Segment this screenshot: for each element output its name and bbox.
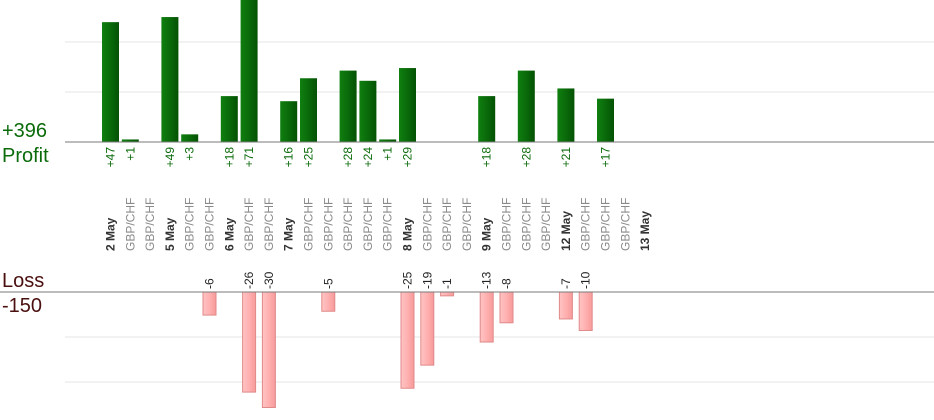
loss-bar (242, 291, 257, 393)
profit-bar (359, 80, 377, 142)
loss-bar (578, 291, 593, 331)
loss-bar (440, 291, 455, 297)
profit-value-label: +28 (341, 147, 355, 168)
loss-label: Loss (2, 270, 45, 292)
profit-bar (379, 139, 397, 142)
profit-value-label: +25 (302, 147, 316, 168)
pair-label: GBP/CHF (341, 198, 355, 251)
pair-label: GBP/CHF (519, 198, 533, 251)
pair-label: GBP/CHF (460, 198, 474, 251)
profit-bar (517, 70, 535, 142)
loss-total: -150 (2, 295, 43, 317)
loss-bar (420, 291, 435, 366)
profit-value-label: +18 (222, 147, 236, 168)
date-label: 5 May (163, 217, 177, 251)
loss-value-label: -6 (203, 278, 217, 289)
pair-label: GBP/CHF (420, 198, 434, 251)
profit-bar (478, 96, 496, 142)
profit-bar (557, 88, 575, 142)
profit-bar (161, 17, 179, 142)
profit-label: Profit (2, 145, 49, 167)
pair-label: GBP/CHF (539, 198, 553, 251)
loss-value-label: -8 (500, 278, 514, 289)
pair-label: GBP/CHF (203, 198, 217, 251)
pair-label: GBP/CHF (361, 198, 375, 251)
loss-bar (202, 291, 217, 316)
loss-value-label: -1 (440, 278, 454, 289)
profit-value-label: +28 (519, 147, 533, 168)
loss-bar (558, 291, 573, 320)
profit-value-label: +18 (480, 147, 494, 168)
profit-bar (181, 134, 199, 142)
pair-label: GBP/CHF (262, 198, 276, 251)
profit-bar (280, 101, 298, 142)
profit-value-label: +16 (282, 147, 296, 168)
profit-bar (240, 0, 258, 142)
pair-label: GBP/CHF (500, 198, 514, 251)
date-label: 8 May (401, 217, 415, 251)
pair-label: GBP/CHF (242, 198, 256, 251)
profit-value-label: +49 (163, 147, 177, 168)
loss-bar (261, 291, 276, 408)
profit-value-label: +1 (123, 147, 137, 161)
pair-label: GBP/CHF (123, 198, 137, 251)
date-label: 9 May (480, 217, 494, 251)
loss-bar (479, 291, 494, 343)
loss-value-label: -30 (262, 271, 276, 289)
loss-value-label: -19 (420, 271, 434, 289)
loss-value-label: -5 (321, 278, 335, 289)
loss-value-label: -10 (579, 271, 593, 289)
profit-value-label: +1 (381, 147, 395, 161)
date-label: 2 May (104, 217, 118, 251)
profit-value-label: +3 (183, 147, 197, 161)
loss-bar (321, 291, 336, 312)
loss-value-label: -26 (242, 271, 256, 289)
loss-value-label: -7 (559, 278, 573, 289)
profit-bar (220, 96, 238, 142)
date-label: 13 May (638, 211, 652, 251)
pair-label: GBP/CHF (599, 198, 613, 251)
profit-value-label: +21 (559, 147, 573, 168)
profit-value-label: +29 (401, 147, 415, 168)
profit-bar (339, 70, 357, 142)
pair-label: GBP/CHF (618, 198, 632, 251)
profit-bar (399, 68, 416, 142)
profit-bar (300, 78, 317, 142)
pair-label: GBP/CHF (381, 198, 395, 251)
profit-total: +396 (2, 120, 48, 142)
profit-bar (121, 139, 139, 142)
profit-value-label: +47 (104, 147, 118, 168)
pair-label: GBP/CHF (183, 198, 197, 251)
profit-bar (102, 22, 119, 142)
date-label: 12 May (559, 211, 573, 251)
loss-value-label: -25 (401, 271, 415, 289)
loss-bar (499, 291, 514, 324)
loss-bar (400, 291, 415, 389)
pair-label: GBP/CHF (321, 198, 335, 251)
pair-label: GBP/CHF (143, 198, 157, 251)
pair-label: GBP/CHF (302, 198, 316, 251)
loss-value-label: -13 (480, 271, 494, 289)
date-label: 7 May (282, 217, 296, 251)
profit-value-label: +71 (242, 147, 256, 168)
date-label: 6 May (222, 217, 236, 251)
profit-bar (597, 98, 614, 142)
profit-value-label: +17 (599, 147, 613, 168)
pair-label: GBP/CHF (440, 198, 454, 251)
profit-value-label: +24 (361, 147, 375, 168)
pair-label: GBP/CHF (579, 198, 593, 251)
